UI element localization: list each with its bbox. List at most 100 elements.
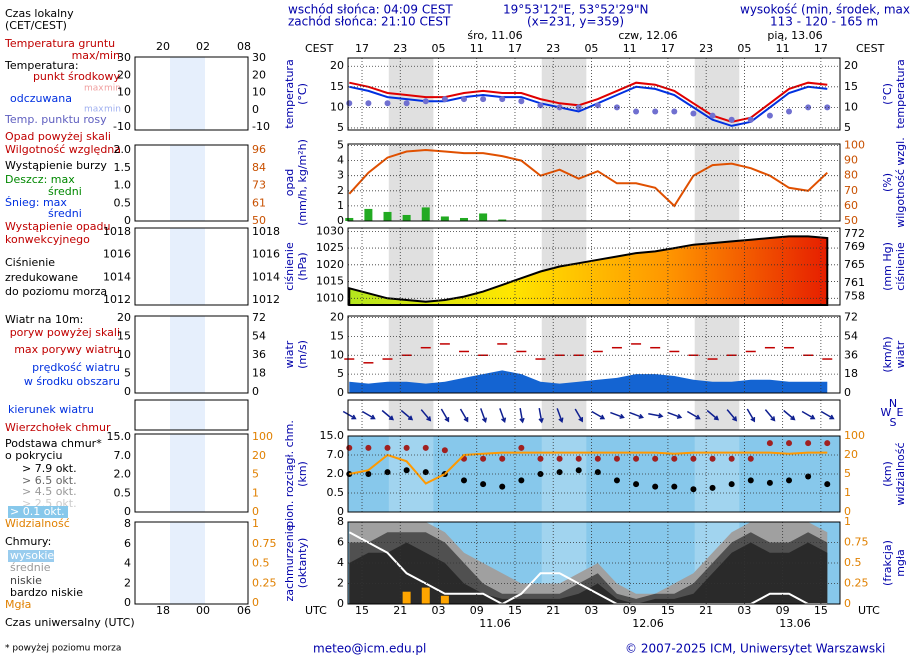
y2-tick-label: 758: [844, 289, 865, 302]
panel-background: [348, 400, 840, 430]
dot: [384, 100, 391, 107]
mini-tick-label: 0.75: [252, 537, 277, 550]
day-label: śro, 11.06: [467, 29, 522, 42]
dot: [422, 98, 429, 105]
mini-tick-label: 2.0: [114, 143, 132, 156]
x-tick-label: 15: [661, 604, 675, 617]
x-tick-label: 03: [584, 604, 598, 617]
dot: [384, 444, 391, 451]
dot: [575, 467, 582, 474]
legend-swatch: [8, 550, 54, 562]
header: wschód słońca: 04:09 CEST zachód słońca:…: [288, 3, 910, 631]
dot: [805, 440, 812, 447]
y-tick-label: 2: [337, 184, 344, 197]
mini-tick-label: 1016: [252, 248, 280, 261]
mini-tick-label: 30: [117, 51, 131, 64]
night-band: [388, 228, 434, 305]
y2-tick-label: 100: [844, 139, 865, 152]
mini-tick-label: -10: [113, 120, 131, 133]
y2-tick-label: 10: [844, 100, 858, 113]
wind-arrow: [783, 409, 796, 421]
mini-tick-label: 2: [124, 576, 131, 589]
legend-swatch: [8, 506, 68, 518]
mini-tick-label: 1018: [252, 225, 280, 238]
legend-text: max: [84, 105, 104, 115]
y2-tick-label: 5: [844, 467, 851, 480]
legend-text: zredukowane: [5, 271, 78, 284]
panel-frame: [347, 315, 841, 394]
legend-entry: odczuwana: [10, 92, 72, 105]
area: [348, 235, 829, 306]
y2-tick-label: 100: [844, 429, 865, 442]
legend: Czas lokalny (CET/CEST) Temperatura grun…: [4, 7, 135, 654]
dot: [575, 104, 582, 111]
wind-arrow: [820, 410, 835, 420]
y2-tick-label: 36: [844, 348, 858, 361]
dot: [652, 455, 659, 462]
mini-tick-label: 4: [124, 557, 131, 570]
legend-text: max: [84, 84, 104, 94]
wind-arrow: [801, 410, 816, 420]
day-label: pią, 13.06: [767, 29, 822, 42]
y2-axis-title: wilgotność wzgl.: [894, 137, 907, 227]
dot: [537, 102, 544, 109]
y2-tick-label: 0: [844, 505, 851, 518]
x-tick-label: 05: [584, 42, 598, 55]
dot: [786, 477, 793, 484]
mini-tick-label: 1014: [252, 270, 280, 283]
mini-tick-label: 8: [124, 517, 131, 530]
mini-time-label: 00: [196, 604, 210, 617]
wind-arrow: [556, 408, 564, 423]
mini-tick-label: 1018: [103, 225, 131, 238]
panel: NW ES: [342, 397, 904, 431]
wind-arrow: [519, 407, 525, 424]
mini-tick-label: 96: [252, 143, 266, 156]
mini-frame: [134, 227, 249, 306]
legend-entry: Wilgotność względna: [5, 143, 121, 156]
wind-arrow: [400, 409, 414, 421]
night-band: [541, 400, 587, 430]
y-tick-label: 0: [337, 597, 344, 610]
x-tick-label: 21: [393, 604, 407, 617]
legend-text: Temperatura:: [4, 59, 79, 72]
mini-tick-label: 0.5: [114, 486, 132, 499]
dot: [480, 481, 487, 488]
dot: [690, 486, 697, 493]
y2-tick-label: 0.75: [844, 536, 869, 549]
day-label: 12.06: [632, 617, 664, 630]
mini-tick-label: 73: [252, 179, 266, 192]
email: meteo@icm.edu.pl: [313, 642, 426, 656]
legend-entry: punkt środkowy: [33, 70, 121, 83]
y2-axis-title: mgła: [894, 549, 907, 577]
dot: [499, 455, 506, 462]
mini-time-label: 06: [237, 604, 251, 617]
legend-entry: bardzo niskie: [10, 586, 83, 599]
legend-entry: wysokie: [10, 549, 54, 562]
mini-tick-label: 0: [252, 385, 259, 398]
legend-text: Czas uniwersalny (UTC): [5, 616, 135, 629]
y2-tick-label: 1: [844, 515, 851, 528]
dot: [766, 479, 773, 486]
dot: [709, 455, 716, 462]
mini-tick-label: 0.25: [252, 576, 277, 589]
dot: [365, 471, 372, 477]
legend-text: poryw powyżej skali: [10, 326, 120, 339]
legend-text: Temperatura gruntu: [4, 37, 115, 50]
dot: [403, 444, 410, 451]
y2-tick-label: 90: [844, 154, 858, 167]
bar: [421, 207, 430, 221]
legend-entry: max porywy wiatru: [14, 343, 120, 356]
mini-tick-label: 1014: [103, 270, 131, 283]
mini-time-label: 08: [237, 40, 251, 53]
y-axis-title: ciśnienie: [283, 242, 296, 291]
mini-tick-label: 1012: [103, 293, 131, 306]
dot: [346, 100, 353, 107]
bar: [440, 216, 449, 221]
y2-axis-unit: (%): [881, 173, 894, 192]
panel: 0 1 2 3 4 5 50 60 70 80 90 100 opad (mm/h, kg/m²h) (%)…: [283, 137, 907, 227]
legend-entry: średni: [48, 185, 82, 198]
